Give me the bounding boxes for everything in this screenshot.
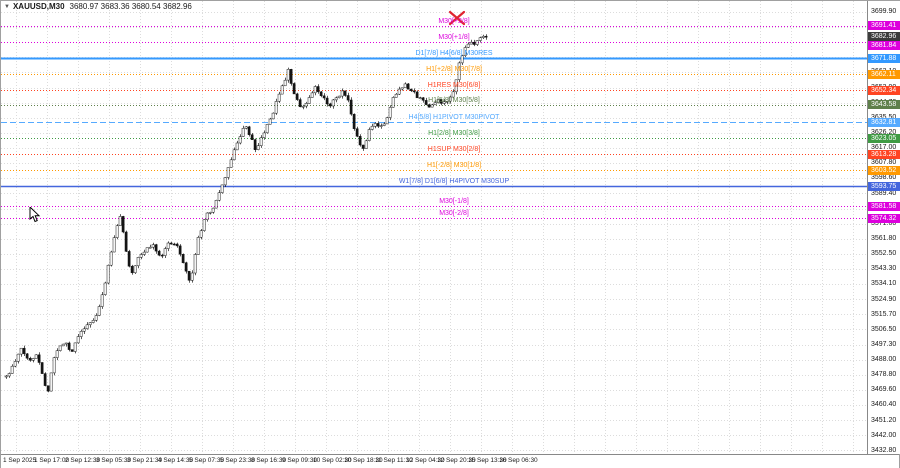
price-label: 3488.00 xyxy=(871,356,897,364)
price-label: 3607.80 xyxy=(871,159,897,167)
price-label: 3543.30 xyxy=(871,265,897,273)
time-label: 1 Sep 2025 xyxy=(3,457,37,464)
price-level-box: 3623.05 xyxy=(868,133,900,143)
price-label: 3617.00 xyxy=(871,144,897,152)
time-label: 12 Sep 04:30 xyxy=(406,457,445,464)
signal-x-icon xyxy=(448,10,466,26)
time-label: 10 Sep 18:30 xyxy=(344,457,383,464)
time-label: 10 Sep 02:30 xyxy=(313,457,352,464)
price-label: 3598.60 xyxy=(871,174,897,182)
price-label: 3469.60 xyxy=(871,386,897,394)
price-level-box: 3613.28 xyxy=(868,149,900,159)
time-label: 8 Sep 16:30 xyxy=(251,457,287,464)
price-label: 3561.80 xyxy=(871,234,897,242)
chart-title: ▼ XAUUSD,M30 3680.97 3683.36 3680.54 3682.… xyxy=(4,2,192,11)
price-label: 3589.40 xyxy=(871,189,897,197)
price-label: 3699.90 xyxy=(871,8,897,15)
price-level-box: 3632.81 xyxy=(868,117,900,127)
price-axis[interactable]: 3699.903663.103653.903644.703635.503626.… xyxy=(867,1,900,454)
price-label: 3515.70 xyxy=(871,310,897,318)
time-label: 5 Sep 07:30 xyxy=(189,457,225,464)
price-label: 3552.50 xyxy=(871,250,897,258)
price-level-box: 3581.58 xyxy=(868,201,900,211)
time-label: 2 Sep 12:30 xyxy=(65,457,101,464)
price-label: 3432.80 xyxy=(871,446,897,454)
price-level-box: 3681.84 xyxy=(868,40,900,50)
price-label: 3497.30 xyxy=(871,340,897,348)
time-label: 3 Sep 05:30 xyxy=(96,457,132,464)
price-label: 3534.10 xyxy=(871,280,897,288)
candles xyxy=(4,34,488,393)
price-label: 3506.50 xyxy=(871,325,897,333)
price-label: 3478.80 xyxy=(871,371,897,379)
time-label: 4 Sep 14:30 xyxy=(158,457,194,464)
chart-surface[interactable]: ▼ XAUUSD,M30 3680.97 3683.36 3680.54 3682.… xyxy=(1,1,867,454)
symbol-label: XAUUSD,M30 xyxy=(12,2,65,11)
gridlines xyxy=(1,1,867,453)
time-label: 16 Sep 06:30 xyxy=(499,457,538,464)
price-level-box: 3574.32 xyxy=(868,213,900,223)
time-label: 15 Sep 13:30 xyxy=(468,457,507,464)
price-label: 3524.90 xyxy=(871,295,897,303)
price-level-box: 3652.34 xyxy=(868,85,900,95)
time-label: 11 Sep 11:30 xyxy=(375,457,413,464)
price-level-box: 3682.96 xyxy=(868,31,900,41)
price-level-box: 3603.52 xyxy=(868,165,900,175)
price-label: 3451.20 xyxy=(871,416,897,424)
price-label: 3626.20 xyxy=(871,129,897,137)
time-label: 3 Sep 21:30 xyxy=(127,457,163,464)
price-level-box: 3691.41 xyxy=(868,21,900,31)
symbol-dropdown-icon[interactable]: ▼ xyxy=(4,4,10,10)
price-label: 3571.00 xyxy=(871,219,897,227)
price-level-box: 3671.88 xyxy=(868,53,900,63)
price-label: 3460.40 xyxy=(871,401,897,409)
time-label: 5 Sep 23:30 xyxy=(220,457,256,464)
price-label: 3442.00 xyxy=(871,431,897,439)
price-level-box: 3593.75 xyxy=(868,181,900,191)
time-axis[interactable]: 1 Sep 2025 1 Sep 17:00 2 Sep 12:30 3 Sep 05… xyxy=(1,454,899,468)
time-label: 1 Sep 17:00 xyxy=(34,457,70,464)
price-level-box: 3662.11 xyxy=(868,69,900,79)
time-label: 12 Sep 20:30 xyxy=(437,457,476,464)
ohlc-values: 3680.97 3683.36 3680.54 3682.96 xyxy=(69,2,192,11)
price-level-box: 3643.58 xyxy=(868,100,900,110)
price-label: 3635.50 xyxy=(871,114,896,122)
time-label: 9 Sep 09:30 xyxy=(282,457,318,464)
candlestick-chart xyxy=(1,1,867,453)
